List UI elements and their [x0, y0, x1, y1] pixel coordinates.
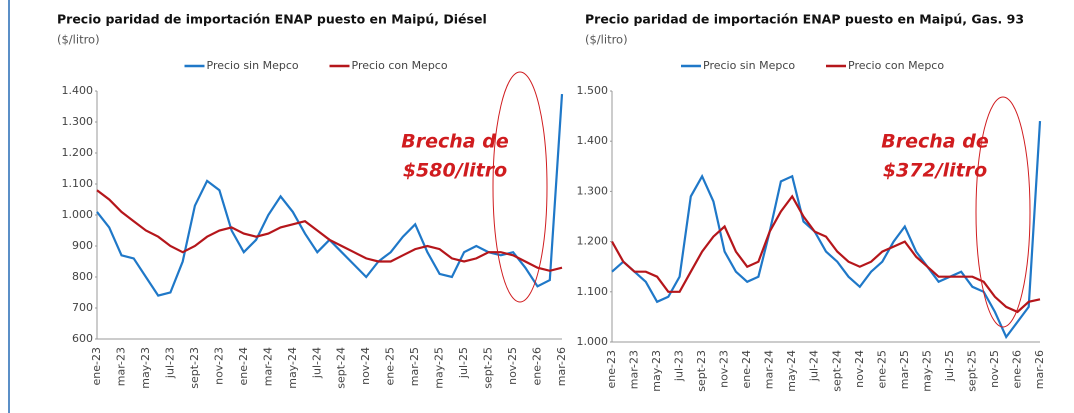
x-tick-label: may-25 — [920, 350, 933, 392]
annotation: Brecha de — [881, 131, 989, 153]
x-tick-label: ene-23 — [605, 350, 618, 388]
x-tick-label: mar-23 — [114, 347, 127, 386]
highlight-ellipse — [975, 96, 1031, 328]
x-tick-label: ene-26 — [1010, 350, 1023, 388]
x-tick-label: nov-23 — [212, 347, 225, 385]
series-line — [611, 121, 1042, 340]
x-tick-label: nov-24 — [853, 350, 866, 388]
x-tick-label: jul-23 — [673, 350, 686, 382]
x-tick-label: ene-23 — [90, 347, 103, 385]
legend-label: Precio sin Mepco — [207, 59, 299, 72]
y-tick-label: 1.000 — [62, 208, 94, 221]
x-tick-label: ene-24 — [740, 350, 753, 388]
y-tick-label: 1.400 — [62, 84, 94, 97]
y-tick-label: 900 — [72, 239, 93, 252]
annotation: $580/litro — [403, 160, 507, 182]
x-tick-label: sept-23 — [695, 350, 708, 392]
x-tick-label: ene-26 — [531, 347, 544, 385]
y-tick-label: 700 — [72, 301, 93, 314]
y-tick-label: 1.100 — [62, 177, 94, 190]
x-tick-label: sept-25 — [482, 347, 495, 389]
x-tick-label: ene-25 — [384, 347, 397, 385]
x-tick-label: may-23 — [650, 350, 663, 392]
y-tick-label: 1.400 — [577, 134, 609, 147]
x-tick-label: sept-24 — [335, 347, 348, 389]
x-tick-label: ene-24 — [237, 347, 250, 385]
chart-subtitle: ($/litro) — [57, 33, 100, 47]
x-tick-label: jul-24 — [310, 347, 323, 379]
y-tick-label: 1.500 — [577, 84, 609, 97]
x-tick-label: ene-25 — [875, 350, 888, 388]
y-tick-label: 1.100 — [577, 285, 609, 298]
x-tick-label: jul-25 — [943, 350, 956, 382]
legend-label: Precio con Mepco — [352, 59, 448, 72]
x-tick-label: jul-24 — [808, 350, 821, 382]
x-tick-label: nov-23 — [718, 350, 731, 388]
y-tick-label: 1.000 — [577, 335, 609, 348]
y-tick-label: 600 — [72, 332, 93, 345]
x-tick-label: sept-23 — [188, 347, 201, 389]
chart-title: Precio paridad de importación ENAP puest… — [585, 12, 1024, 27]
chart-title: Precio paridad de importación ENAP puest… — [57, 12, 487, 27]
x-tick-label: mar-26 — [1033, 350, 1046, 389]
x-tick-label: may-23 — [139, 347, 152, 389]
x-tick-label: may-24 — [286, 347, 299, 389]
y-tick-label: 1.200 — [577, 235, 609, 248]
x-tick-label: mar-23 — [628, 350, 641, 389]
legend-label: Precio sin Mepco — [703, 59, 795, 72]
series-line — [96, 94, 564, 297]
x-tick-label: sept-25 — [965, 350, 978, 392]
series-line — [96, 189, 563, 272]
x-tick-label: mar-25 — [898, 350, 911, 389]
series-line — [611, 194, 1041, 314]
legend-label: Precio con Mepco — [848, 59, 944, 72]
y-tick-label: 800 — [72, 270, 93, 283]
y-tick-label: 1.300 — [577, 184, 609, 197]
x-tick-label: mar-24 — [763, 350, 776, 389]
x-tick-label: may-25 — [433, 347, 446, 389]
y-tick-label: 1.200 — [62, 146, 94, 159]
x-tick-label: mar-24 — [261, 347, 274, 386]
x-tick-label: jul-25 — [457, 347, 470, 379]
annotation: Brecha de — [401, 131, 509, 153]
x-tick-label: nov-24 — [359, 347, 372, 385]
x-tick-label: nov-25 — [988, 350, 1001, 388]
x-tick-label: sept-24 — [830, 350, 843, 392]
annotation: $372/litro — [883, 160, 987, 182]
x-tick-label: may-24 — [785, 350, 798, 392]
x-tick-label: mar-26 — [555, 347, 568, 386]
x-tick-label: jul-23 — [163, 347, 176, 379]
highlight-ellipse — [492, 71, 548, 303]
y-tick-label: 1.300 — [62, 115, 94, 128]
x-tick-label: nov-25 — [506, 347, 519, 385]
x-tick-label: mar-25 — [408, 347, 421, 386]
chart-subtitle: ($/litro) — [585, 33, 628, 47]
